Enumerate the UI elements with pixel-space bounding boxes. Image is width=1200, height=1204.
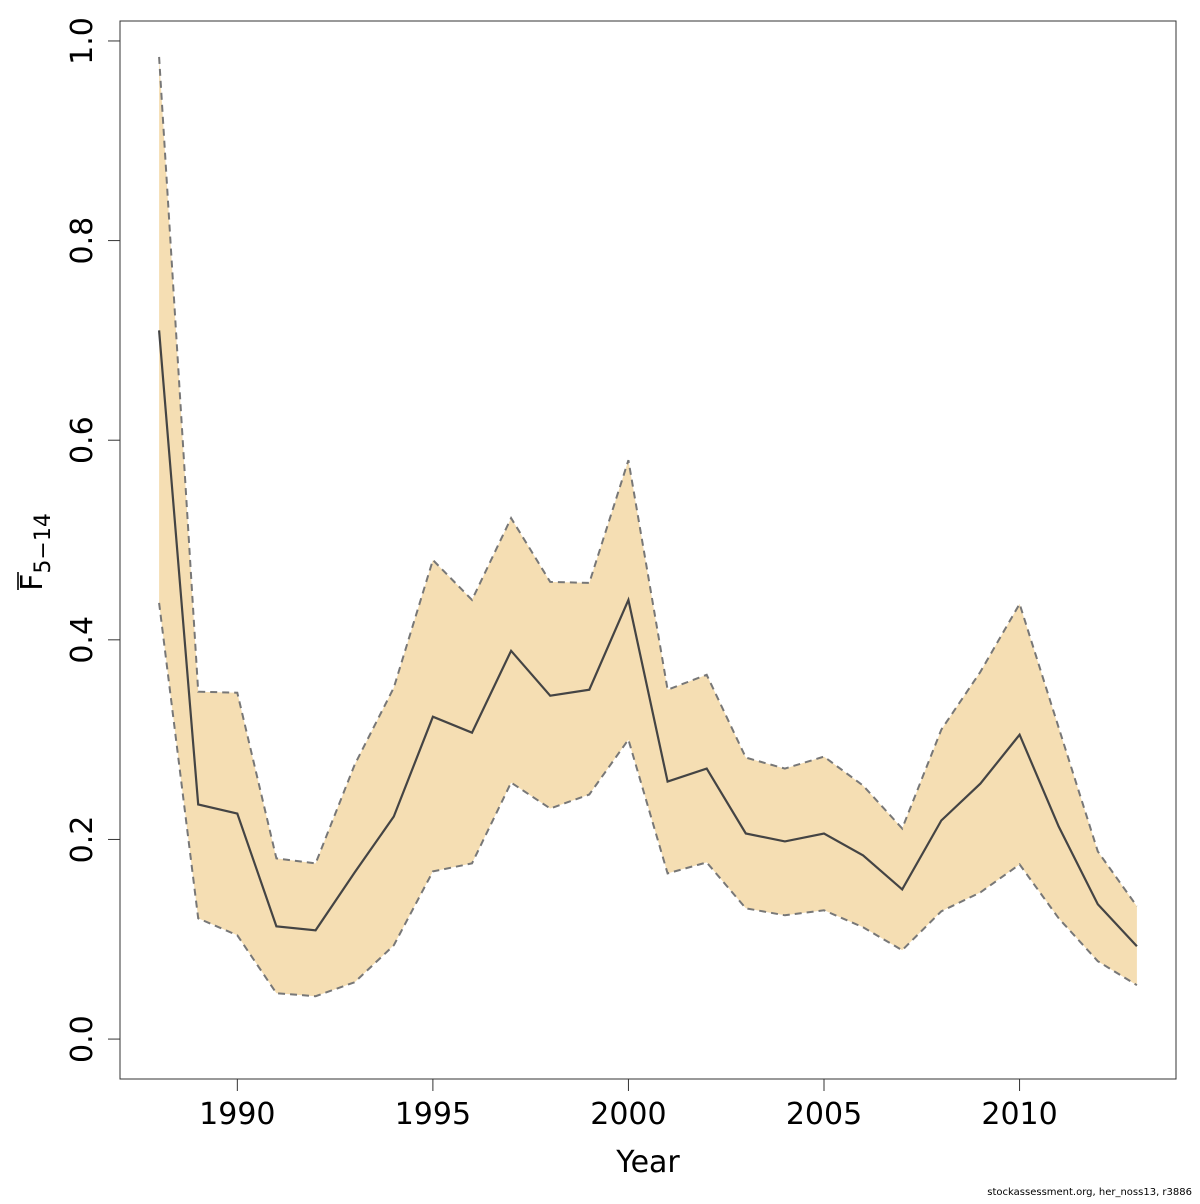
y-tick-label: 0.6 (65, 416, 100, 464)
y-tick-label: 0.2 (65, 816, 100, 864)
footer-credit: stockassessment.org, her_noss13, r3886 (987, 1187, 1192, 1198)
y-axis-label-sub: 5−14 (31, 513, 56, 573)
y-tick-label: 0.4 (65, 616, 100, 664)
y-tick-label: 1.0 (65, 17, 100, 65)
confidence-band (159, 56, 1137, 997)
estimate-line (158, 330, 1138, 948)
upper-ci-line (158, 56, 1138, 907)
x-tick-label: 2000 (590, 1097, 666, 1132)
y-tick-label: 0.0 (65, 1015, 100, 1063)
lower-ci-line (158, 602, 1138, 998)
y-axis-label-main: F (15, 574, 50, 591)
x-tick-label: 2005 (786, 1097, 862, 1132)
x-tick-label: 2010 (981, 1097, 1057, 1132)
x-axis: 1990 1995 2000 2005 2010 (199, 1078, 1058, 1132)
y-tick-label: 0.8 (65, 217, 100, 265)
x-tick-label: 1995 (395, 1097, 471, 1132)
x-tick-label: 1990 (199, 1097, 275, 1132)
y-axis: 0.0 0.2 0.4 0.6 0.8 1.0 (65, 17, 121, 1063)
y-axis-label: F5−14 (15, 513, 56, 591)
svg-text:F5−14: F5−14 (15, 513, 56, 591)
x-axis-label: Year (615, 1145, 680, 1180)
